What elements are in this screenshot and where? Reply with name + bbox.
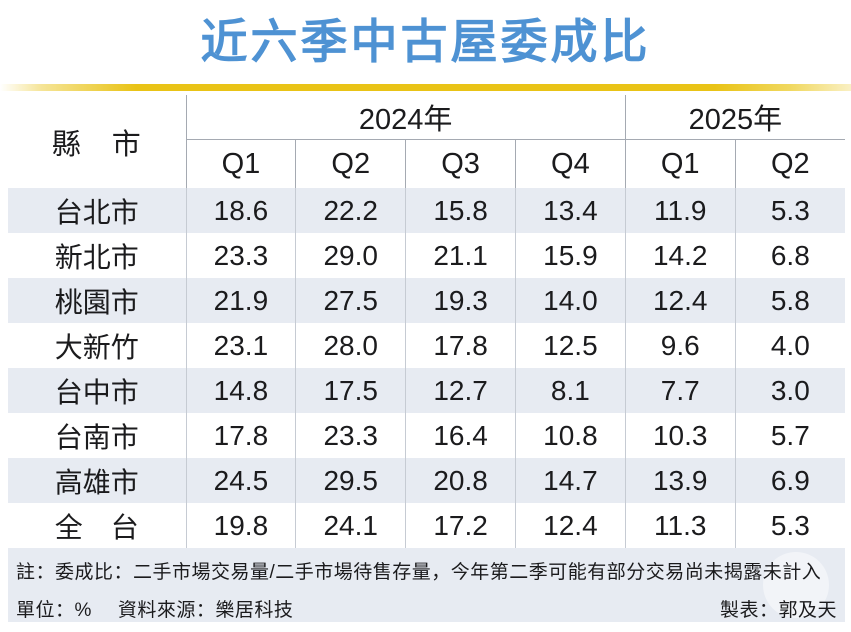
cell-value: 6.8 [734, 233, 845, 278]
cell-value: 19.3 [405, 278, 516, 323]
cell-value: 15.8 [405, 188, 516, 233]
cell-value: 5.3 [734, 188, 845, 233]
cell-value: 12.4 [514, 503, 626, 548]
cell-value: 9.6 [624, 323, 736, 368]
year-header-row: 縣 市 2024年 2025年 [8, 95, 845, 161]
quarter-header-row: Q1 Q2 Q3 Q4 Q1 Q2 [8, 139, 845, 188]
cell-value: 29.0 [295, 233, 406, 278]
cell-value: 20.8 [405, 458, 516, 503]
column-header-2025-q2: Q2 [734, 139, 845, 188]
cell-value: 10.8 [514, 413, 626, 458]
cell-value: 5.8 [734, 278, 845, 323]
cell-value: 14.7 [514, 458, 626, 503]
unit-label: 單位：% [16, 600, 92, 621]
table-row: 台北市 18.6 22.2 15.8 13.4 11.9 5.3 [8, 188, 845, 233]
column-header-2024-q3: Q3 [405, 139, 516, 188]
row-label: 台南市 [54, 421, 139, 453]
cell-value: 16.4 [405, 413, 516, 458]
cell-value: 8.1 [514, 368, 626, 413]
cell-value: 19.8 [185, 503, 296, 548]
column-header-2025-q1: Q1 [624, 139, 736, 188]
table-row: 高雄市 24.5 29.5 20.8 14.7 13.9 6.9 [8, 458, 845, 503]
column-header-2024-q1: Q1 [185, 139, 296, 188]
cell-value: 10.3 [624, 413, 736, 458]
cell-value: 21.1 [405, 233, 516, 278]
page-title: 近六季中古屋委成比 [200, 15, 651, 68]
cell-value: 14.8 [185, 368, 296, 413]
cell-value: 14.2 [624, 233, 736, 278]
footer: 註：委成比：二手市場交易量/二手市場待售存量，今年第二季可能有部分交易尚未揭露未… [8, 548, 845, 622]
table-row: 大新竹 23.1 28.0 17.8 12.5 9.6 4.0 [8, 323, 845, 368]
row-label: 桃園市 [54, 286, 139, 318]
cell-value: 11.3 [624, 503, 736, 548]
cell-value: 24.5 [185, 458, 296, 503]
column-header-2024-q4: Q4 [514, 139, 626, 188]
cell-value: 17.5 [295, 368, 406, 413]
cell-value: 5.3 [734, 503, 845, 548]
row-label: 台北市 [54, 196, 139, 228]
credit-label: 製表：郭及天 [719, 600, 837, 621]
table-row: 台南市 17.8 23.3 16.4 10.8 10.3 5.7 [8, 413, 845, 458]
cell-value: 12.4 [624, 278, 736, 323]
cell-value: 15.9 [514, 233, 626, 278]
source-label: 資料來源：樂居科技 [117, 600, 294, 621]
cell-value: 13.9 [624, 458, 736, 503]
table-row: 新北市 23.3 29.0 21.1 15.9 14.2 6.8 [8, 233, 845, 278]
cell-value: 13.4 [514, 188, 626, 233]
cell-value: 3.0 [734, 368, 845, 413]
cell-value: 14.0 [514, 278, 626, 323]
row-label: 全 台 [54, 511, 139, 543]
row-label: 台中市 [54, 376, 139, 408]
accent-divider-line [0, 84, 851, 91]
cell-value: 17.8 [405, 323, 516, 368]
cell-value: 28.0 [295, 323, 406, 368]
cell-value: 23.1 [185, 323, 296, 368]
cell-value: 17.8 [185, 413, 296, 458]
cell-value: 4.0 [734, 323, 845, 368]
column-header-county: 縣 市 [51, 128, 142, 161]
cell-value: 11.9 [624, 188, 736, 233]
cell-value: 6.9 [734, 458, 845, 503]
row-label: 新北市 [54, 241, 139, 273]
cell-value: 12.7 [405, 368, 516, 413]
table-row: 台中市 14.8 17.5 12.7 8.1 7.7 3.0 [8, 368, 845, 413]
cell-value: 17.2 [405, 503, 516, 548]
cell-value: 7.7 [624, 368, 736, 413]
cell-value: 18.6 [185, 188, 296, 233]
cell-value: 12.5 [514, 323, 626, 368]
column-header-2024-q2: Q2 [295, 139, 406, 188]
cell-value: 27.5 [295, 278, 406, 323]
footer-note: 註：委成比：二手市場交易量/二手市場待售存量，今年第二季可能有部分交易尚未揭露未… [16, 562, 822, 583]
cell-value: 23.3 [295, 413, 406, 458]
watermark-circle [763, 552, 829, 618]
cell-value: 29.5 [295, 458, 406, 503]
table-row: 全 台 19.8 24.1 17.2 12.4 11.3 5.3 [8, 503, 845, 548]
table-row: 桃園市 21.9 27.5 19.3 14.0 12.4 5.8 [8, 278, 845, 323]
data-table: 縣 市 2024年 2025年 Q1 Q2 Q3 Q4 Q1 Q2 台北市 18… [8, 95, 845, 548]
cell-value: 24.1 [295, 503, 406, 548]
cell-value: 22.2 [295, 188, 406, 233]
column-group-2025: 2025年 [624, 95, 845, 140]
row-label: 高雄市 [54, 466, 139, 498]
cell-value: 23.3 [185, 233, 296, 278]
cell-value: 5.7 [734, 413, 845, 458]
row-label: 大新竹 [54, 331, 139, 363]
column-group-2024: 2024年 [185, 95, 626, 140]
cell-value: 21.9 [185, 278, 296, 323]
